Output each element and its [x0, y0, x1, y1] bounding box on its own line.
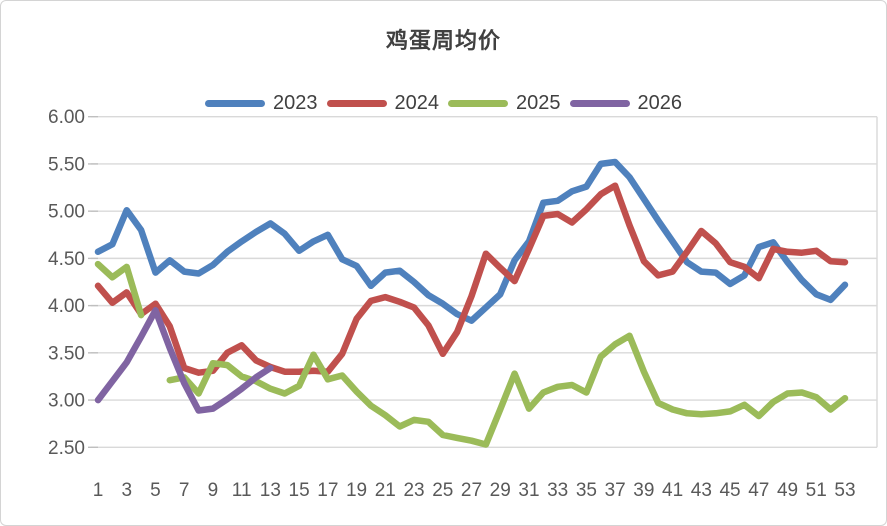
x-axis-label: 49	[777, 480, 798, 501]
x-axis-label: 11	[232, 480, 252, 501]
x-axis-label: 51	[806, 480, 827, 501]
x-axis-label: 23	[403, 480, 424, 501]
x-axis-label: 45	[719, 480, 740, 501]
x-axis-label: 35	[576, 480, 597, 501]
legend-swatch-2026-icon	[569, 99, 630, 107]
legend-label-2024: 2024	[394, 92, 440, 114]
x-axis-label: 9	[208, 480, 219, 501]
series-line-2025	[94, 260, 849, 448]
x-axis-label: 5	[150, 480, 161, 501]
x-axis-label: 53	[834, 480, 855, 501]
x-axis-label: 31	[518, 480, 539, 501]
chart-legend: 2023 2024 2025 2026	[1, 93, 886, 113]
legend-item-2024: 2024	[326, 92, 440, 114]
x-axis-label: 39	[633, 480, 654, 501]
x-axis-label: 29	[490, 480, 511, 501]
legend-swatch-2023-icon	[205, 99, 265, 107]
x-axis-label: 33	[547, 480, 568, 501]
x-axis-label: 13	[260, 480, 281, 501]
y-axis-label: 4.50	[48, 249, 85, 270]
series-line-2023	[94, 158, 849, 324]
x-axis-label: 17	[317, 480, 338, 501]
y-axis-label: 5.50	[48, 154, 85, 175]
y-axis-label: 3.00	[48, 391, 85, 412]
series-segment-2025	[166, 332, 849, 448]
gridlines	[88, 115, 878, 448]
x-axis-label: 41	[662, 480, 683, 501]
y-axis-label: 2.50	[48, 438, 85, 459]
series-segment-2024	[94, 182, 849, 376]
chart-title: 鸡蛋周均价	[385, 28, 501, 53]
x-axis-label: 15	[289, 480, 310, 501]
legend-label-2026: 2026	[637, 92, 683, 114]
series-line-2026	[94, 307, 274, 414]
x-axis-labels: 1 3 5 7 9 11 13 15 17 19 21 23 25 27 29 31 33 35 37 39 41 43 4…	[93, 480, 856, 501]
legend-item-2023: 2023	[205, 93, 318, 113]
series-segment-2023	[94, 158, 849, 324]
legend-swatch-2025-icon	[448, 99, 508, 107]
legend-label-2025: 2025	[516, 92, 561, 114]
x-axis-label: 7	[179, 480, 190, 501]
y-axis-label: 5.00	[48, 202, 85, 223]
legend-item-2025: 2025	[448, 93, 561, 113]
legend-swatch-2024-icon	[326, 99, 387, 107]
legend-item-2026: 2026	[569, 92, 683, 114]
y-axis-label: 4.00	[48, 296, 85, 317]
x-axis-label: 25	[432, 480, 453, 501]
x-axis-label: 19	[346, 480, 367, 501]
x-axis-label: 43	[691, 480, 712, 501]
x-axis-label: 37	[605, 480, 626, 501]
series-segment-2025	[94, 260, 145, 319]
y-axis-label: 6.00	[48, 107, 85, 128]
x-axis-label: 3	[121, 480, 132, 501]
x-axis-label: 1	[93, 480, 104, 501]
series-line-2024	[94, 182, 849, 376]
x-axis-label: 21	[375, 480, 396, 501]
legend-label-2023: 2023	[273, 92, 318, 114]
x-axis-label: 47	[748, 480, 769, 501]
x-axis-label: 27	[461, 480, 482, 501]
y-axis-label: 3.50	[48, 343, 85, 364]
series-segment-2026	[94, 307, 274, 414]
y-axis-labels: 6.00 5.50 5.00 4.50 4.00 3.50 3.00 2.50	[48, 107, 85, 459]
